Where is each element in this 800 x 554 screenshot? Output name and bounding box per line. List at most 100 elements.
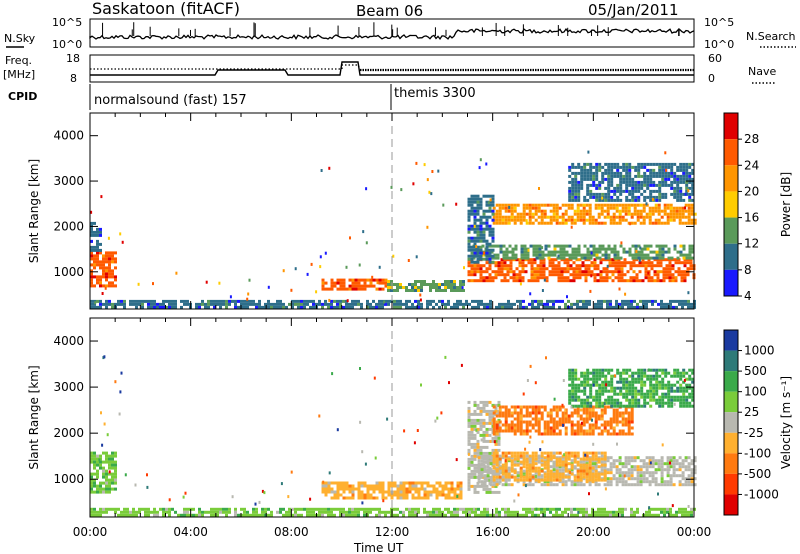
data-cell [600,203,604,207]
data-cell [510,212,514,216]
data-cell [635,264,639,268]
data-cell [405,490,409,494]
data-cell [144,510,147,514]
data-cell [481,253,485,257]
data-cell [679,250,683,254]
data-cell [652,398,656,402]
data-cell [105,275,108,279]
data-cell [597,203,601,207]
data-cell [470,433,474,437]
data-cell [120,302,123,306]
data-cell [399,283,402,286]
data-cell [324,287,328,291]
data-cell [516,480,520,484]
data-cell [588,212,592,216]
data-cell [506,267,510,271]
data-cell [432,283,435,286]
data-cell [543,480,547,484]
data-cell [564,469,568,473]
data-cell [619,392,623,396]
data-cell [625,198,629,202]
data-cell [192,513,195,517]
data-cell [603,423,607,427]
data-cell [570,507,573,511]
data-cell [554,267,558,271]
data-cell [597,299,600,303]
data-cell [255,513,258,517]
data-cell [672,299,675,303]
data-cell [513,463,517,467]
data-cell [525,469,529,473]
data-cell [637,256,641,260]
data-cell [603,209,607,213]
data-cell [626,261,630,265]
data-cell [564,302,567,306]
data-cell [597,414,601,418]
data-cell [348,284,352,288]
data-cell [624,408,628,412]
data-cell [640,165,644,169]
data-cell [519,414,523,418]
data-cell [476,406,480,410]
data-cell [510,510,513,514]
data-cell [432,510,435,514]
data-cell [522,478,526,482]
data-cell [561,460,565,464]
data-cell [225,302,228,306]
data-cell [664,395,668,399]
data-cell [690,459,694,463]
data-cell [473,463,477,467]
data-cell [213,302,216,306]
data-cell [654,483,658,487]
data-cell [585,457,589,461]
data-cell [360,287,364,291]
data-cell [321,284,325,288]
data-cell [501,215,505,219]
data-cell [447,510,450,514]
data-cell [102,302,105,306]
data-cell [414,299,417,303]
data-cell [681,465,685,469]
data-cell [561,212,565,216]
data-cell [687,206,691,210]
data-cell [584,273,588,277]
data-cell [183,510,186,514]
data-cell [348,287,352,291]
data-cell [679,398,683,402]
beam-title: Beam 06 [356,2,423,20]
data-cell [123,507,126,511]
data-cell [342,481,346,485]
data-cell [459,493,463,497]
data-cell [615,206,619,210]
data-cell [614,264,618,268]
data-cell [589,383,593,387]
data-cell [647,271,650,275]
noise-trace [89,22,695,41]
data-cell [585,513,588,517]
data-cell [679,180,683,184]
data-cell [664,371,668,375]
data-cell [627,471,631,475]
data-cell [366,510,369,514]
data-cell [606,206,610,210]
data-cell [174,305,177,309]
data-cell [327,507,330,511]
data-cell [687,474,691,478]
data-cell [96,513,99,517]
data-cell [580,404,584,408]
data-cell [473,403,477,407]
data-cell [521,279,525,283]
cpid-segment-2: themis 3300 [394,86,476,101]
data-cell [486,462,490,466]
data-cell [470,239,474,243]
data-cell [339,281,343,285]
data-cell [588,426,592,430]
data-region [492,203,697,225]
data-cell [162,513,165,517]
data-cell [546,420,550,424]
data-cell [522,215,526,219]
data-cell [562,256,566,260]
data-cell [606,513,609,517]
data-cell [672,218,676,222]
data-cell [531,475,535,479]
